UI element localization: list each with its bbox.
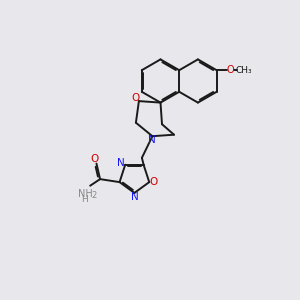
Text: O: O [131,93,140,103]
Text: NH: NH [78,189,92,199]
Text: O: O [91,154,99,164]
Text: O: O [227,65,235,75]
Text: N: N [130,192,138,202]
Text: 2: 2 [91,191,96,200]
Text: CH₃: CH₃ [235,66,252,75]
Text: N: N [117,158,124,168]
Text: H: H [81,195,88,204]
Text: O: O [150,177,158,187]
Text: N: N [148,135,155,146]
